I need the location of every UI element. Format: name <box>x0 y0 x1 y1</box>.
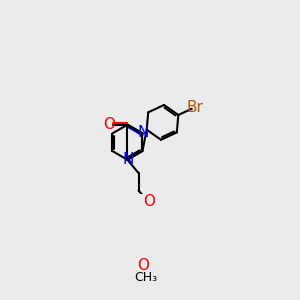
Text: N: N <box>122 152 134 167</box>
Text: CH₃: CH₃ <box>134 271 157 284</box>
Text: O: O <box>137 258 149 273</box>
Text: N: N <box>137 125 149 140</box>
Text: Br: Br <box>186 100 203 115</box>
Text: O: O <box>143 194 155 209</box>
Text: O: O <box>103 117 115 132</box>
